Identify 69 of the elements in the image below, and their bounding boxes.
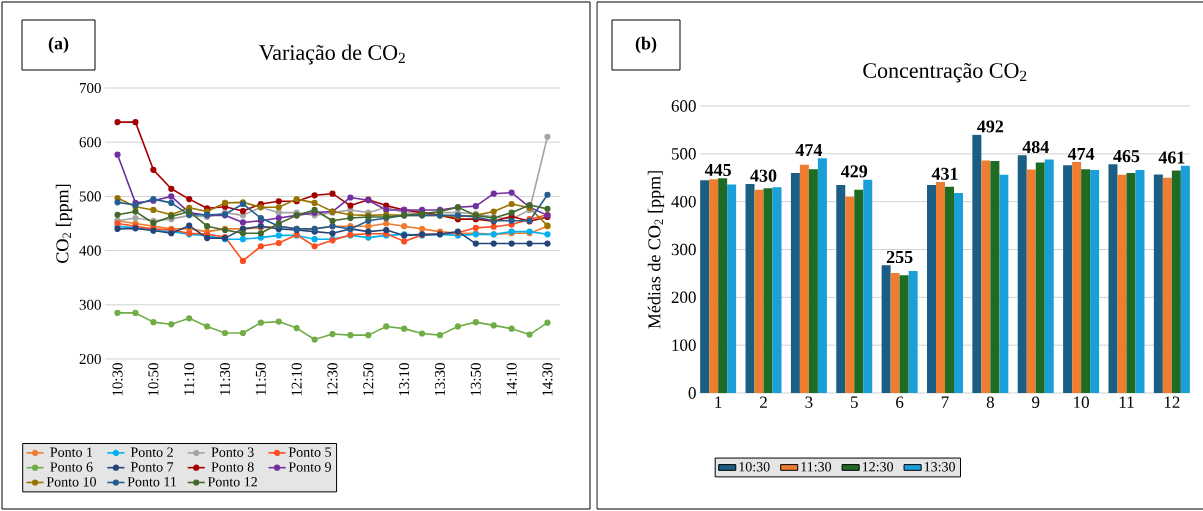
x-tick-label: 10:50 bbox=[148, 363, 159, 396]
x-tick-label: 10 bbox=[1074, 396, 1089, 408]
y-tick-label: 500 bbox=[79, 191, 101, 202]
legend-label: Ponto 9 bbox=[288, 462, 331, 472]
annotation: 429 bbox=[841, 165, 868, 178]
y-tick-label: 400 bbox=[79, 245, 101, 256]
y-tick-label: 300 bbox=[79, 299, 101, 310]
x-tick-label: 11 bbox=[1119, 396, 1134, 408]
legend-label: Ponto 12 bbox=[207, 477, 257, 487]
annotation: 461 bbox=[1158, 151, 1185, 164]
annotation: 445 bbox=[704, 163, 731, 177]
chart-title: Variação de CO$_{2}$ bbox=[259, 44, 405, 65]
y-tick-label: 200 bbox=[79, 353, 101, 365]
x-tick-label: 13:30 bbox=[434, 363, 446, 396]
y-tick-label: 500 bbox=[671, 148, 696, 160]
x-tick-label: 11:50 bbox=[255, 363, 266, 395]
y-tick-label: 700 bbox=[79, 82, 101, 94]
x-tick-label: 6 bbox=[896, 396, 904, 408]
annotation: 492 bbox=[977, 120, 1004, 133]
x-tick-label: 12 bbox=[1164, 396, 1180, 408]
text: (b) bbox=[635, 36, 657, 54]
x-tick-label: 12:10 bbox=[291, 363, 302, 396]
x-tick-label: 14:30 bbox=[542, 363, 553, 396]
legend-label: Ponto 1 bbox=[50, 447, 93, 457]
y-axis-title: CO$_{2}$ [ppm] bbox=[55, 184, 73, 263]
y-tick-label: 100 bbox=[672, 339, 696, 351]
text: (a) bbox=[48, 36, 69, 54]
y-tick-label: 300 bbox=[671, 243, 696, 256]
y-tick-label: 600 bbox=[79, 137, 101, 148]
legend-label: Ponto 7 bbox=[130, 462, 174, 472]
x-tick-label: 8 bbox=[986, 396, 994, 408]
x-tick-label: 5 bbox=[851, 396, 858, 408]
x-tick-label: 2 bbox=[760, 396, 767, 408]
annotation: 465 bbox=[1113, 150, 1140, 163]
legend-label: Ponto 6 bbox=[50, 462, 93, 472]
x-tick-label: 14:10 bbox=[506, 363, 517, 396]
annotation: 431 bbox=[931, 167, 958, 180]
x-tick-label: 13:10 bbox=[399, 363, 410, 396]
x-tick-label: 3 bbox=[805, 396, 813, 408]
legend-label: 11:30 bbox=[801, 462, 832, 472]
annotation: 430 bbox=[750, 169, 777, 182]
legend-label: 13:30 bbox=[924, 462, 955, 472]
x-tick-label: 11:30 bbox=[219, 363, 231, 395]
legend-label: 10:30 bbox=[739, 462, 770, 472]
x-tick-label: 12:30 bbox=[327, 363, 338, 396]
chart-title: Concentração CO$_{2}$ bbox=[863, 62, 1027, 83]
y-tick-label: 0 bbox=[688, 387, 696, 399]
x-tick-label: 11:10 bbox=[184, 363, 195, 395]
y-tick-label: 600 bbox=[671, 100, 696, 112]
x-tick-label: 13:50 bbox=[470, 363, 481, 396]
legend-label: Ponto 8 bbox=[211, 462, 254, 472]
annotation: 474 bbox=[1067, 147, 1095, 160]
legend-label: Ponto 5 bbox=[288, 447, 332, 457]
annotation: 474 bbox=[795, 144, 823, 156]
legend-label: Ponto 10 bbox=[46, 477, 96, 487]
x-tick-label: 9 bbox=[1032, 396, 1040, 408]
x-tick-label: 12:50 bbox=[363, 363, 374, 396]
legend-label: 12:30 bbox=[862, 462, 894, 472]
y-tick-label: 200 bbox=[671, 291, 696, 304]
y-tick-label: 400 bbox=[671, 195, 696, 208]
legend-label: Ponto 3 bbox=[211, 447, 254, 457]
x-tick-label: 1 bbox=[715, 396, 722, 408]
y-axis-title: Médias de CO$_{2}$ [ppm] bbox=[647, 171, 665, 329]
annotation: 255 bbox=[886, 250, 913, 264]
legend-label: Ponto 2 bbox=[130, 447, 173, 457]
x-tick-label: 10:30 bbox=[112, 363, 123, 396]
legend-label: Ponto 11 bbox=[127, 477, 177, 487]
x-tick-label: 7 bbox=[941, 396, 949, 408]
annotation: 484 bbox=[1022, 140, 1049, 154]
